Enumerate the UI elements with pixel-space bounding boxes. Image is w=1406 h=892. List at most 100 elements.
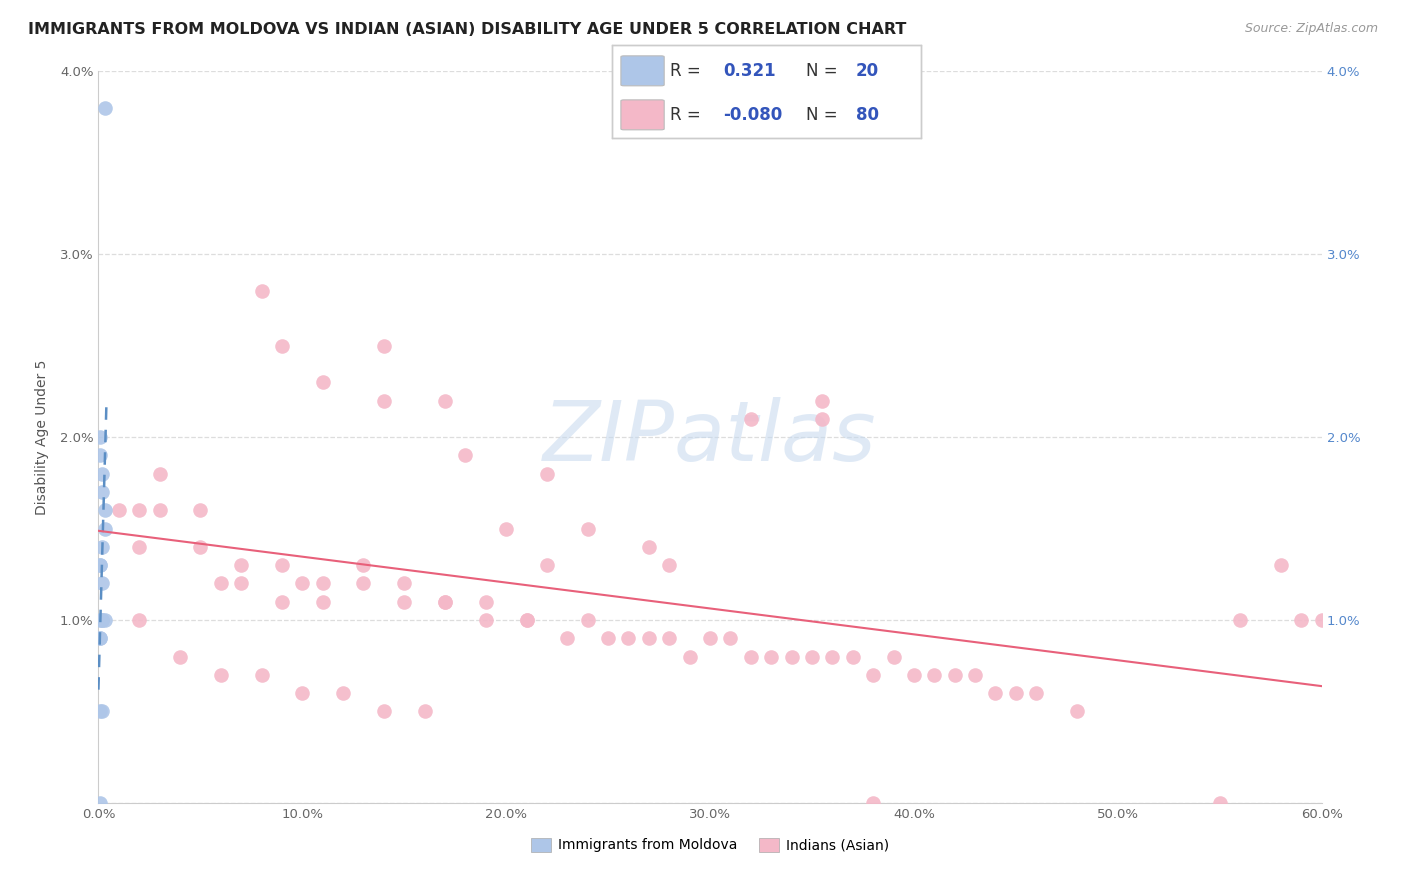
Point: [740, 649, 762, 664]
Point: [801, 649, 824, 664]
Point: [188, 540, 212, 554]
Point: [413, 705, 436, 719]
Point: [270, 558, 294, 573]
Legend: Immigrants from Moldova, Indians (Asian): Immigrants from Moldova, Indians (Asian): [524, 832, 896, 858]
Point: [91, 576, 114, 591]
Point: [89, 558, 111, 573]
Point: [1229, 613, 1251, 627]
Point: [91, 613, 114, 627]
Point: [270, 595, 294, 609]
Point: [352, 558, 374, 573]
Text: R =: R =: [671, 106, 702, 124]
Text: Source: ZipAtlas.com: Source: ZipAtlas.com: [1244, 22, 1378, 36]
Point: [984, 686, 1007, 700]
Point: [250, 284, 273, 298]
Point: [1025, 686, 1047, 700]
Point: [169, 649, 191, 664]
Text: IMMIGRANTS FROM MOLDOVA VS INDIAN (ASIAN) DISABILITY AGE UNDER 5 CORRELATION CHA: IMMIGRANTS FROM MOLDOVA VS INDIAN (ASIAN…: [28, 22, 907, 37]
Point: [89, 449, 111, 463]
Point: [373, 705, 395, 719]
Point: [93, 613, 115, 627]
Point: [811, 412, 834, 426]
Point: [434, 393, 457, 408]
Point: [699, 632, 721, 646]
Point: [761, 649, 783, 664]
Point: [91, 613, 114, 627]
Point: [576, 521, 599, 535]
Point: [516, 613, 538, 627]
Point: [149, 503, 172, 517]
Point: [93, 503, 115, 517]
Point: [718, 632, 742, 646]
Point: [91, 467, 114, 481]
Point: [89, 430, 111, 444]
Point: [231, 558, 253, 573]
Text: 80: 80: [856, 106, 879, 124]
Text: -0.080: -0.080: [723, 106, 782, 124]
Point: [1066, 705, 1088, 719]
Text: N =: N =: [807, 106, 838, 124]
Point: [291, 686, 314, 700]
Point: [679, 649, 702, 664]
Point: [312, 576, 335, 591]
Point: [1310, 613, 1333, 627]
Point: [576, 613, 599, 627]
Point: [474, 595, 498, 609]
Point: [434, 595, 457, 609]
Point: [454, 449, 477, 463]
Point: [332, 686, 354, 700]
Text: 20: 20: [856, 62, 879, 79]
Point: [555, 632, 579, 646]
Point: [780, 649, 803, 664]
Point: [922, 667, 945, 681]
Point: [392, 576, 416, 591]
Point: [883, 649, 905, 664]
Point: [862, 796, 884, 810]
Point: [89, 705, 111, 719]
Point: [1209, 796, 1232, 810]
Point: [740, 412, 762, 426]
Point: [128, 503, 150, 517]
Point: [89, 632, 111, 646]
Point: [1291, 613, 1313, 627]
Point: [617, 632, 640, 646]
Point: [943, 667, 966, 681]
Point: [903, 667, 925, 681]
Point: [637, 540, 661, 554]
Point: [373, 393, 395, 408]
Point: [965, 667, 987, 681]
Point: [91, 485, 114, 500]
Point: [91, 540, 114, 554]
Point: [250, 667, 273, 681]
Point: [291, 576, 314, 591]
Point: [811, 393, 834, 408]
Point: [128, 613, 150, 627]
Point: [149, 467, 172, 481]
Point: [93, 101, 115, 115]
Point: [658, 558, 681, 573]
Point: [536, 558, 558, 573]
Point: [821, 649, 844, 664]
Point: [434, 595, 457, 609]
Point: [598, 632, 620, 646]
Point: [373, 338, 395, 352]
Point: [536, 467, 558, 481]
Text: 0.321: 0.321: [723, 62, 776, 79]
Point: [93, 521, 115, 535]
Point: [188, 503, 212, 517]
Point: [128, 540, 150, 554]
FancyBboxPatch shape: [621, 100, 664, 130]
Y-axis label: Disability Age Under 5: Disability Age Under 5: [35, 359, 49, 515]
Point: [658, 632, 681, 646]
Point: [841, 649, 863, 664]
Point: [392, 595, 416, 609]
Point: [89, 558, 111, 573]
FancyBboxPatch shape: [621, 56, 664, 86]
Point: [495, 521, 517, 535]
Point: [91, 705, 114, 719]
Point: [312, 376, 335, 390]
Text: R =: R =: [671, 62, 702, 79]
Point: [352, 576, 374, 591]
Point: [89, 613, 111, 627]
Point: [209, 576, 232, 591]
